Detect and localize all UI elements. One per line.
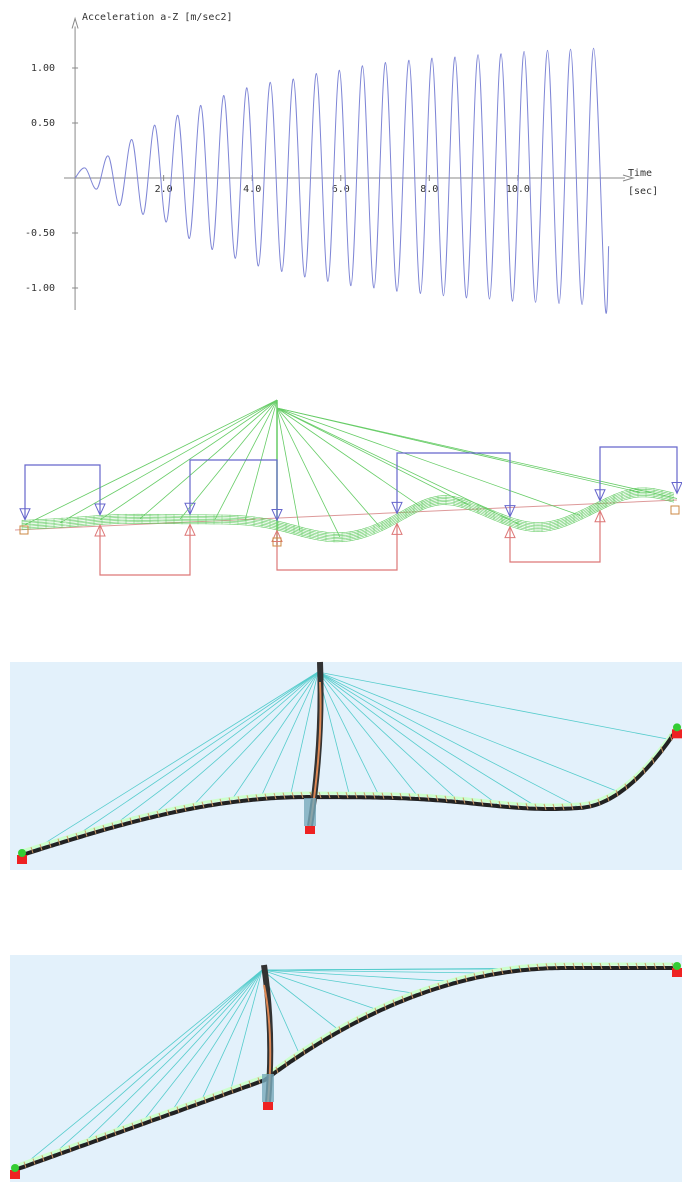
- pier: [262, 1074, 274, 1102]
- cable: [277, 408, 470, 506]
- end-node: [673, 723, 681, 731]
- end-node: [18, 849, 26, 857]
- deck-mesh: [22, 491, 674, 536]
- deck-mesh: [22, 488, 674, 533]
- y-tick-label: 0.50: [31, 118, 55, 129]
- cable: [140, 400, 277, 519]
- foundation: [263, 1102, 273, 1110]
- load-negative: [510, 512, 600, 562]
- x-tick-label: 8.0: [420, 184, 438, 195]
- y-tick-label: -1.00: [25, 283, 55, 294]
- foundation: [305, 826, 315, 834]
- load-positive: [25, 465, 100, 519]
- cable: [277, 408, 520, 525]
- acceleration-line: [75, 48, 609, 313]
- model-view-background: [10, 662, 682, 870]
- acceleration-chart: Acceleration a-Z [m/sec2] Time [sec] -1.…: [25, 12, 658, 313]
- model-view-background: [10, 955, 682, 1182]
- support: [671, 506, 679, 514]
- end-node: [673, 962, 681, 970]
- figure: Acceleration a-Z [m/sec2] Time [sec] -1.…: [0, 0, 682, 1182]
- load-positive: [190, 460, 277, 519]
- cable: [277, 408, 420, 506]
- deck-mesh: [22, 489, 674, 534]
- cable: [60, 400, 277, 523]
- y-tick-label: 1.00: [31, 63, 55, 74]
- cable: [277, 408, 580, 515]
- x-axis-unit: [sec]: [628, 186, 658, 197]
- end-node: [11, 1164, 19, 1172]
- load-negative: [100, 525, 190, 575]
- x-tick-label: 6.0: [332, 184, 350, 195]
- y-tick-label: -0.50: [25, 228, 55, 239]
- x-tick-label: 4.0: [243, 184, 261, 195]
- pier: [304, 798, 316, 826]
- y-axis-title: Acceleration a-Z [m/sec2]: [82, 12, 233, 23]
- cable: [25, 400, 277, 525]
- page: {"chart_data": {"type": "line", "y_label…: [0, 0, 682, 1182]
